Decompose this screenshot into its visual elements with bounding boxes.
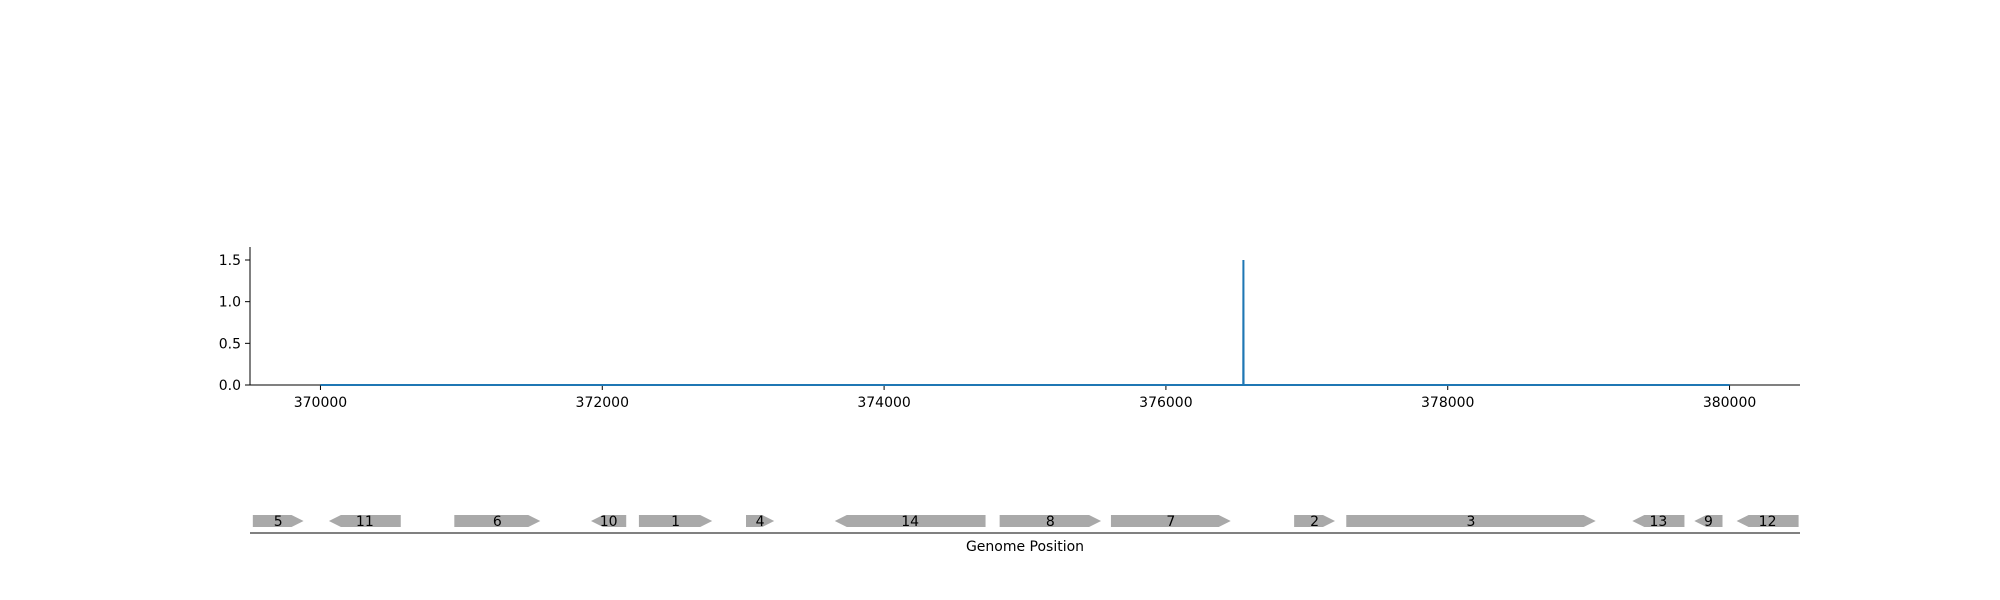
y-tick-label: 0.0 [219,378,241,394]
coverage-plot: 0.0 0.5 1.0 1.5 370000 372000 374000 376000 3780… [219,247,1800,411]
gene-label: 5 [274,514,283,530]
gene-label: 4 [756,514,765,530]
gene-label: 2 [1310,514,1319,530]
x-tick-label: 370000 [294,395,347,411]
gene-label: 6 [493,514,502,530]
gene-arrow-2 [1294,515,1335,527]
x-axis-title: Genome Position [966,539,1084,555]
gene-arrow-1 [638,515,713,527]
y-tick-label: 1.0 [219,295,241,311]
x-tick-label: 372000 [576,395,629,411]
coverage-series-line [320,259,1730,386]
gene-label: 14 [901,514,919,530]
gene-arrow-10 [591,515,627,527]
gene-label: 7 [1166,514,1175,530]
gene-arrow-11 [328,515,401,527]
gene-label: 3 [1467,514,1476,530]
gene-arrow-8 [999,515,1102,527]
gene-label: 13 [1649,514,1667,530]
x-tick-label: 376000 [1139,395,1192,411]
gene-arrow-6 [454,515,541,527]
gene-arrow-3 [1346,515,1596,527]
gene-label: 10 [600,514,618,530]
gene-label: 12 [1759,514,1777,530]
x-tick-label: 374000 [857,395,910,411]
x-tick-label: 378000 [1421,395,1474,411]
gene-label: 11 [356,514,374,530]
gene-arrow-5 [252,515,304,527]
gene-label: 9 [1704,514,1713,530]
gene-arrow-4 [746,515,775,527]
y-tick-label: 0.5 [219,336,241,352]
x-tick-label: 380000 [1703,395,1756,411]
gene-arrow-12 [1736,515,1799,527]
gene-arrow-7 [1110,515,1231,527]
y-tick-label: 1.5 [219,253,241,269]
gene-arrow-14 [834,515,986,527]
gene-arrow-13 [1632,515,1685,527]
gene-arrow-9 [1694,515,1723,527]
gene-label: 8 [1046,514,1055,530]
gene-label: 1 [671,514,680,530]
